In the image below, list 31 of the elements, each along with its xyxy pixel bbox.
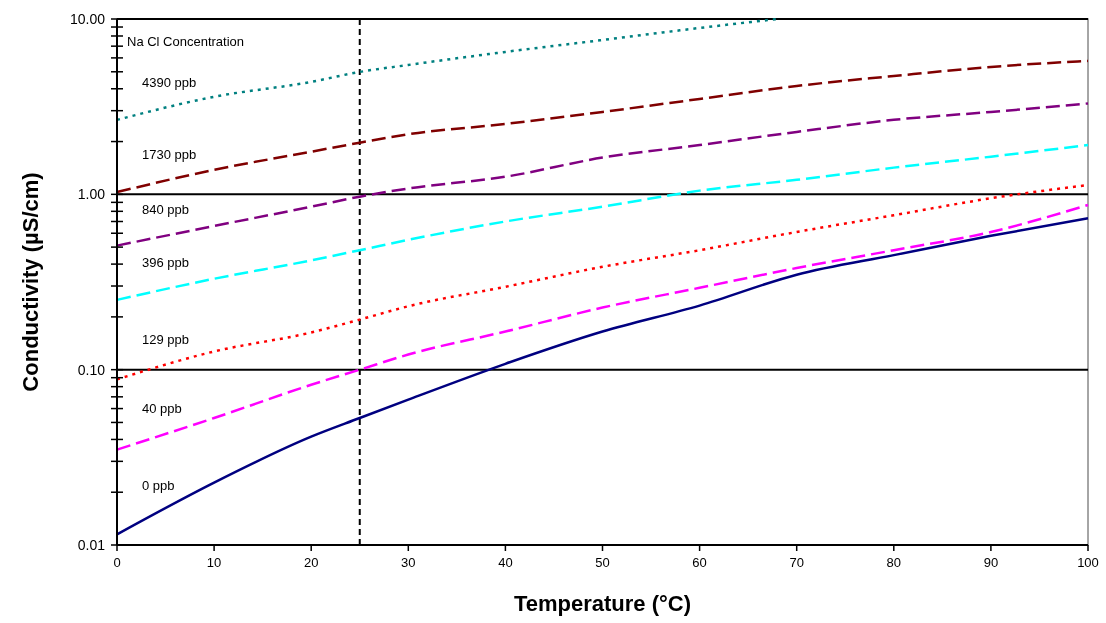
x-axis-title: Temperature (°C) xyxy=(513,591,692,616)
x-tick-label: 60 xyxy=(692,555,707,570)
x-tick-label: 90 xyxy=(983,555,999,570)
line-series xyxy=(115,217,1090,536)
y-axis-title: Conductivity (µS/cm) xyxy=(18,172,43,392)
y-tick-label: 0.01 xyxy=(77,536,106,553)
y-tick-label: 1.00 xyxy=(77,186,106,203)
x-tick-label: 40 xyxy=(498,555,513,570)
line-series xyxy=(115,17,779,122)
x-tick-label: 30 xyxy=(401,555,416,570)
series-label: 129 ppb xyxy=(142,332,189,348)
series-label: 40 ppb xyxy=(142,400,182,416)
x-tick-label: 100 xyxy=(1077,555,1099,570)
line-series xyxy=(115,102,1090,247)
series-label: 0 ppb xyxy=(142,477,175,493)
line-series xyxy=(115,143,1090,302)
x-tick-label: 70 xyxy=(789,555,804,570)
x-tick-label: 0 xyxy=(113,555,121,570)
x-tick-label: 80 xyxy=(886,555,902,570)
series-label: 840 ppb xyxy=(142,201,189,217)
y-tick-label: 0.10 xyxy=(77,361,106,378)
line-series xyxy=(115,203,1090,451)
series-label: 4390 ppb xyxy=(142,74,197,90)
legend-title: Na Cl Concentration xyxy=(127,34,245,49)
x-tick-label: 50 xyxy=(595,555,610,570)
series-label: 1730 ppb xyxy=(142,147,197,163)
y-tick-label: 10.00 xyxy=(69,10,106,27)
series-label: 396 ppb xyxy=(142,255,189,271)
x-tick-label: 20 xyxy=(303,555,319,570)
line-series xyxy=(115,59,1090,194)
x-tick-label: 10 xyxy=(206,555,222,570)
